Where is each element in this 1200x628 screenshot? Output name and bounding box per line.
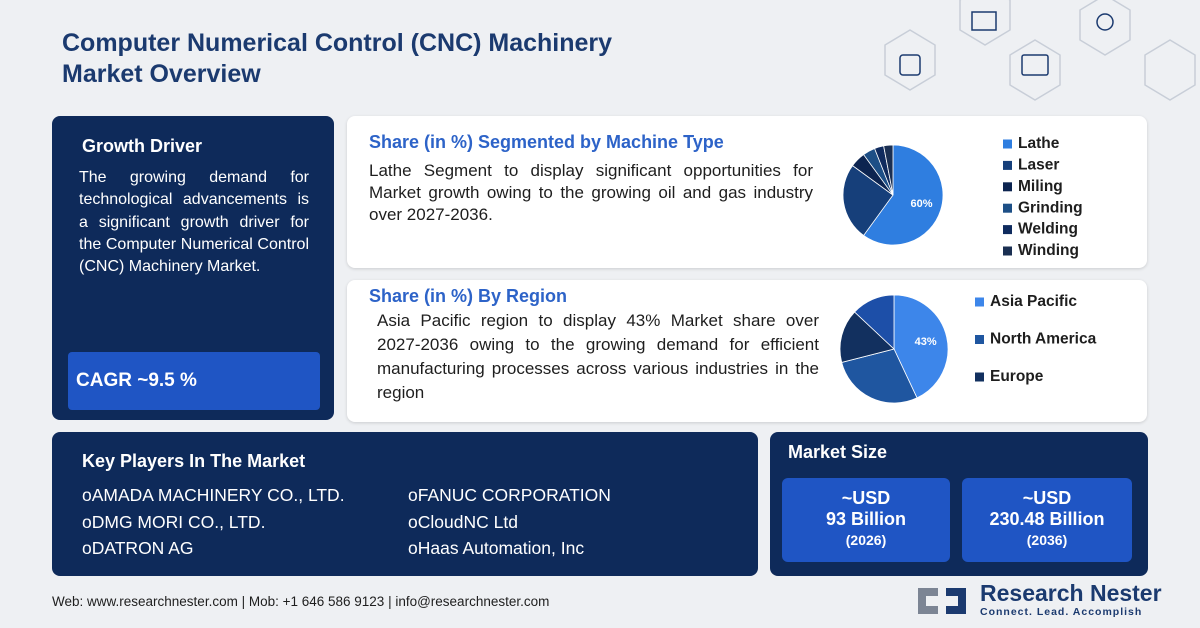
tagline: Connect. Lead. Accomplish (980, 606, 1143, 618)
brand: Research Nester (980, 580, 1162, 606)
card-value: 230.48 Billion (989, 509, 1105, 529)
legend-label: North America (990, 331, 1097, 348)
hex-decoration (884, 0, 1196, 101)
key-player: oAMADA MACHINERY CO., LTD. (82, 485, 345, 506)
card-value: 93 Billion (825, 509, 906, 529)
legend-swatch (975, 297, 984, 307)
key-players-panel: Key Players In The Market oAMADA MACHINE… (52, 432, 758, 576)
title-line: Computer Numerical Control (CNC) Machine… (62, 29, 613, 57)
legend-label: Grinding (1018, 199, 1083, 216)
card-year: (2026) (845, 532, 887, 548)
key-player: oHaas Automation, Inc (408, 538, 584, 559)
key-player-name: FANUC CORPORATION (417, 485, 611, 505)
key-player-name: DATRON AG (91, 538, 194, 558)
machine-type-text: Lathe Segment to display significant opp… (369, 161, 813, 224)
title-line: Market Overview (62, 60, 261, 88)
key-player: oCloudNC Ltd (408, 512, 518, 533)
logo-icon (918, 588, 966, 614)
legend-swatch (975, 372, 984, 382)
bullet: o (82, 485, 92, 505)
pie-label: 60% (911, 198, 933, 210)
legend-label: Winding (1018, 242, 1079, 259)
legend-label: Lathe (1018, 135, 1060, 152)
pie-slice (839, 311, 895, 363)
key-players-title: Key Players In The Market (82, 451, 306, 471)
bullet: o (82, 511, 92, 532)
legend-label: Europe (990, 368, 1044, 385)
key-player: oDATRON AG (82, 538, 194, 559)
legend-swatch (1003, 225, 1012, 235)
pie-slice (863, 144, 944, 246)
market-size-card: ~USD 230.48 Billion (2036) (962, 478, 1132, 562)
legend-swatch (1003, 160, 1012, 170)
legend-swatch (975, 335, 984, 344)
pie-slice (854, 294, 895, 350)
title: Computer Numerical Control (CNC) Machine… (62, 28, 612, 90)
pie-label: 43% (915, 336, 937, 348)
region-panel: Share (in %) By Region Asia Pacific regi… (347, 280, 1147, 422)
key-player-name: CloudNC Ltd (417, 511, 518, 532)
bullet: o (82, 538, 92, 558)
market-size-panel: Market Size ~USD 93 Billion (2026) ~USD … (770, 432, 1148, 576)
region-title: Share (in %) By Region (369, 286, 568, 306)
legend-label: Welding (1018, 221, 1078, 238)
bullet: o (408, 511, 418, 532)
region-text: Asia Pacific region to display 43% Marke… (377, 311, 819, 402)
cagr: CAGR ~9.5 % (76, 370, 197, 391)
card-year: (2036) (1026, 532, 1068, 548)
card-line: ~USD (841, 488, 891, 508)
key-player-name: AMADA MACHINERY CO., LTD. (91, 485, 345, 505)
key-player: oFANUC CORPORATION (408, 485, 611, 506)
legend-label: Miling (1018, 178, 1063, 195)
market-size-title: Market Size (788, 442, 888, 462)
cagr-box: CAGR ~9.5 % (68, 352, 320, 410)
bullet: o (408, 485, 418, 505)
pie-slice (883, 144, 894, 196)
legend-label: Laser (1018, 156, 1059, 173)
legend-label: Asia Pacific (990, 293, 1077, 310)
growth-driver-panel: Growth Driver The growing demand for tec… (52, 116, 334, 420)
card-line: ~USD (1022, 488, 1072, 508)
legend-swatch (1003, 203, 1012, 213)
legend-swatch (1003, 182, 1012, 192)
key-player-name: Haas Automation, Inc (417, 538, 585, 558)
machine-type-title: Share (in %) Segmented by Machine Type (369, 132, 724, 152)
machine-type-panel: Share (in %) Segmented by Machine Type L… (347, 116, 1147, 268)
bullet: o (408, 538, 418, 558)
growth-driver-title: Growth Driver (82, 136, 203, 156)
machine-type-pie: 60% Lathe Laser Miling Grinding Welding Windin… (842, 135, 1083, 259)
key-player: oDMG MORI CO., LTD. (82, 512, 265, 533)
market-size-card: ~USD 93 Billion (2026) (782, 478, 950, 562)
region-pie: 43% Asia Pacific North America Europe (839, 293, 1097, 404)
pie-slice (841, 348, 918, 404)
legend-swatch (1003, 139, 1012, 149)
footer-contact: Web: www.researchnester.com | Mob: +1 64… (52, 594, 550, 609)
pie-slice (842, 165, 894, 237)
legend-swatch (1003, 246, 1012, 256)
key-player-name: DMG MORI CO., LTD. (91, 511, 266, 532)
pie-slice (893, 294, 949, 399)
growth-driver-text: The growing demand for technological adv… (79, 169, 309, 276)
